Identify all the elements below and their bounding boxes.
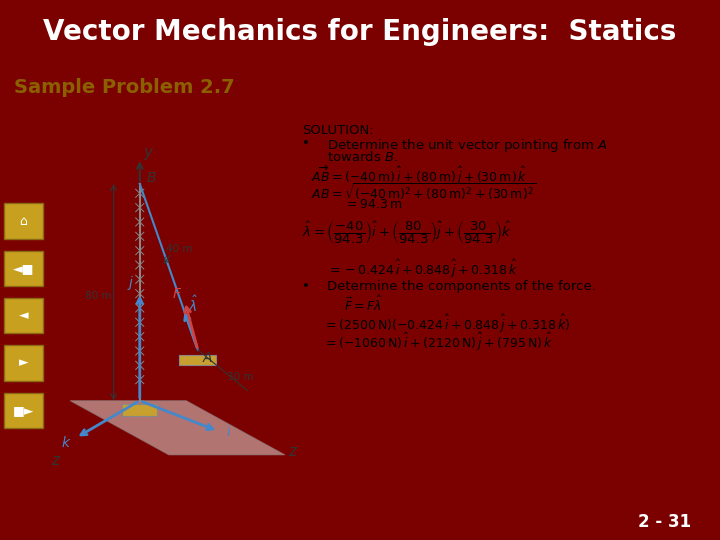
- Text: $z$: $z$: [288, 444, 298, 459]
- Text: $z$: $z$: [51, 453, 62, 468]
- Text: ◄: ◄: [19, 309, 28, 322]
- Text: $AB = \sqrt{(-40\,\mathrm{m})^2 + (80\,\mathrm{m})^2 + (30\,\mathrm{m})^2}$: $AB = \sqrt{(-40\,\mathrm{m})^2 + (80\,\…: [310, 181, 536, 202]
- Text: $\overrightarrow{AB} = (-40\,\mathrm{m})\,\hat{i} + (80\,\mathrm{m})\,\hat{j} + : $\overrightarrow{AB} = (-40\,\mathrm{m})…: [310, 164, 527, 187]
- Text: $j$: $j$: [127, 274, 135, 292]
- FancyBboxPatch shape: [4, 251, 43, 286]
- Text: $A$: $A$: [202, 351, 214, 365]
- Polygon shape: [179, 355, 217, 366]
- Text: $B$: $B$: [145, 172, 156, 185]
- Text: Vector Mechanics for Engineers:  Statics: Vector Mechanics for Engineers: Statics: [43, 18, 677, 46]
- Text: ◄■: ◄■: [13, 262, 34, 275]
- Text: 2 - 31: 2 - 31: [638, 514, 691, 531]
- Text: ►: ►: [19, 356, 28, 369]
- FancyBboxPatch shape: [4, 393, 43, 428]
- Text: •: •: [302, 137, 310, 150]
- Text: $\hat{\lambda} = \left(\dfrac{-40}{94.3}\right)\hat{i} + \left(\dfrac{80}{94.3}\: $\hat{\lambda} = \left(\dfrac{-40}{94.3}…: [302, 219, 513, 246]
- FancyBboxPatch shape: [4, 204, 43, 239]
- Text: $= (-1060\,\mathrm{N})\,\hat{i} + (2120\,\mathrm{N})\,\hat{j} + (795\,\mathrm{N}: $= (-1060\,\mathrm{N})\,\hat{i} + (2120\…: [323, 332, 553, 354]
- Text: $= (2500\,\mathrm{N})(-0.424\,\hat{i} + 0.848\,\hat{j} + 0.318\,\hat{k})$: $= (2500\,\mathrm{N})(-0.424\,\hat{i} + …: [323, 313, 570, 335]
- FancyBboxPatch shape: [4, 298, 43, 333]
- Text: ⌂: ⌂: [19, 214, 27, 227]
- Text: 40 m: 40 m: [166, 244, 192, 254]
- Text: Sample Problem 2.7: Sample Problem 2.7: [14, 78, 235, 97]
- Text: •: •: [302, 280, 310, 293]
- Text: 80 m: 80 m: [84, 291, 111, 301]
- Text: $k$: $k$: [61, 435, 72, 450]
- FancyBboxPatch shape: [4, 345, 43, 381]
- Text: $\hat{\lambda}$: $\hat{\lambda}$: [188, 295, 197, 315]
- Text: 30 m: 30 m: [227, 372, 253, 382]
- Text: $= -0.424\,\hat{i} + 0.848\,\hat{j} + 0.318\,\hat{k}$: $= -0.424\,\hat{i} + 0.848\,\hat{j} + 0.…: [327, 258, 518, 280]
- Text: ■►: ■►: [13, 404, 34, 417]
- Text: $F$: $F$: [172, 287, 182, 301]
- Text: Determine the unit vector pointing from $A$: Determine the unit vector pointing from …: [327, 137, 608, 154]
- Text: $y$: $y$: [143, 146, 155, 161]
- Text: SOLUTION:: SOLUTION:: [302, 124, 374, 137]
- Text: $= 94.3\,\mathrm{m}$: $= 94.3\,\mathrm{m}$: [344, 198, 402, 211]
- Text: $i$: $i$: [225, 424, 232, 439]
- Text: Determine the components of the force.: Determine the components of the force.: [327, 280, 596, 293]
- Polygon shape: [70, 401, 285, 455]
- Text: $\vec{F} = F\hat{\lambda}$: $\vec{F} = F\hat{\lambda}$: [344, 295, 382, 314]
- Text: towards $B$.: towards $B$.: [327, 150, 398, 164]
- Polygon shape: [122, 404, 157, 416]
